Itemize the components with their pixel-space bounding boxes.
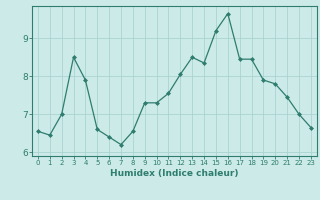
X-axis label: Humidex (Indice chaleur): Humidex (Indice chaleur) [110, 169, 239, 178]
